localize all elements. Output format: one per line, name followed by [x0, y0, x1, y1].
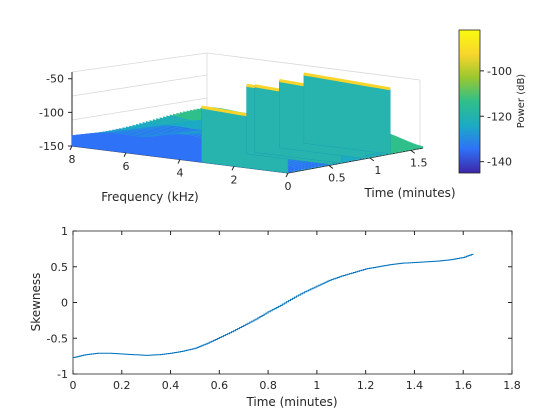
skewness-x-tick-label: 0.2	[113, 379, 131, 392]
time-tick-mark	[410, 149, 416, 154]
spectrogram-surface	[71, 72, 424, 174]
skewness-x-tick-label: 0.6	[211, 379, 229, 392]
colorbar: -100 -120 -140 Power (dB)	[458, 29, 527, 174]
z-tick-label: -150	[39, 140, 64, 153]
z-tick-label: -50	[46, 73, 64, 86]
colorbar-ticks: -100 -120 -140	[480, 65, 512, 169]
skewness-x-tick-label: 1.6	[454, 379, 472, 392]
skewness-x-tick-label: 0.4	[162, 379, 180, 392]
frequency-tick-label: 6	[123, 160, 130, 173]
frequency-tick-label: 4	[177, 167, 184, 180]
z-tick-label: -100	[39, 106, 64, 119]
skewness-x-tick-label: 1.4	[406, 379, 424, 392]
colorbar-tick-label: -120	[487, 110, 512, 123]
time-tick-mark	[369, 157, 375, 162]
time-tick-mark	[328, 165, 334, 169]
frequency-axis-label: Frequency (kHz)	[101, 190, 198, 204]
frequency-tick-mark	[69, 145, 73, 151]
frequency-tick-mark	[231, 166, 235, 171]
skewness-axes-box	[72, 230, 513, 375]
colorbar-tick-label: -100	[487, 65, 512, 78]
skewness-series-line	[73, 253, 474, 359]
colorbar-label: Power (dB)	[516, 74, 527, 129]
frequency-tick-label: 8	[69, 153, 76, 166]
ridge-crest	[303, 72, 391, 91]
skewness-ticks: 0 0.2 0.4 0.6 0.8 1 1.2 1.4 1.6 1.8 -1 -0.5 0 0.5 1	[47, 225, 521, 392]
spectrogram-ticks: 8 6 4 2 0 0.5 1 1.5 -50 -100 -150	[39, 73, 427, 193]
skewness-y-axis-label: Skewness	[29, 273, 43, 332]
skewness-y-tick-label: 0.5	[51, 261, 69, 274]
time-axis-label-3d: Time (minutes)	[363, 186, 455, 200]
frequency-tick-mark	[285, 172, 289, 178]
skewness-x-tick-label: 0.8	[259, 379, 277, 392]
frequency-tick-mark	[123, 152, 127, 157]
frequency-tick-mark	[177, 159, 181, 164]
frequency-tick-label: 0	[285, 180, 292, 193]
frequency-tick-label: 2	[231, 173, 238, 186]
time-tick-label: 0.5	[328, 171, 346, 184]
skewness-x-tick-label: 0	[70, 379, 77, 392]
time-tick-label: 1.5	[410, 156, 428, 169]
skewness-y-tick-label: -0.5	[47, 332, 68, 345]
skewness-x-tick-label: 1	[313, 379, 320, 392]
skewness-y-tick-label: 1	[61, 225, 68, 238]
skewness-x-tick-label: 1.8	[503, 379, 521, 392]
skewness-y-tick-label: 0	[61, 297, 68, 310]
time-tick-label: 1	[374, 164, 381, 177]
skewness-plot: 0 0.2 0.4 0.6 0.8 1 1.2 1.4 1.6 1.8 -1 -0.5 0 0.5 1 Ti…	[29, 225, 521, 409]
skewness-x-tick-label: 1.2	[357, 379, 375, 392]
skewness-y-tick-label: -1	[57, 368, 68, 381]
colorbar-gradient	[458, 29, 481, 174]
skewness-x-axis-label: Time (minutes)	[245, 395, 337, 409]
colorbar-tick-label: -140	[487, 156, 512, 169]
